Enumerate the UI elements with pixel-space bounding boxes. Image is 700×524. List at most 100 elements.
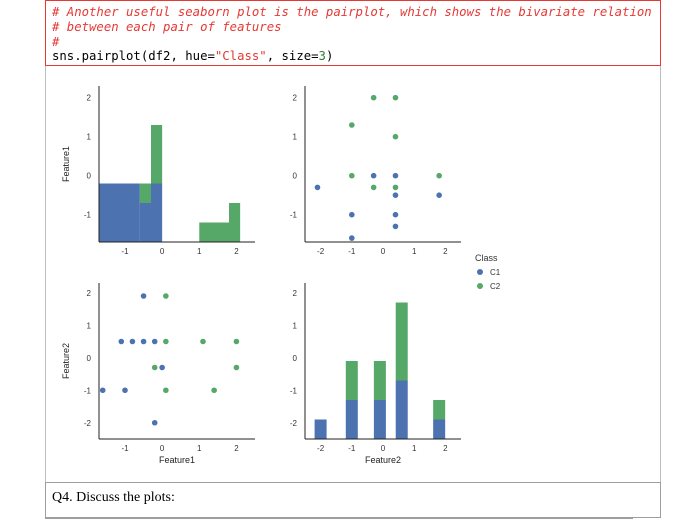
- legend-marker-c1: [477, 269, 483, 275]
- scatter-f1-f2-point: [159, 364, 165, 371]
- scatter-f1-f2-point: [211, 387, 217, 394]
- feature2-hist-ytick-label: -2: [290, 419, 298, 428]
- hist-feature2-bar-c1: [433, 419, 446, 439]
- hist-feature2-bar-c1: [373, 400, 386, 439]
- scatter-f2-f1-ytick-label: 0: [293, 172, 298, 181]
- scatter-f1-f2-point: [118, 338, 125, 345]
- hist-feature1-bar-c2: [229, 203, 241, 242]
- scatter-f1-f2-ytick-label: 2: [87, 289, 92, 298]
- code-comment-line-3: #: [52, 35, 60, 49]
- feature2-hist-xtick-label: -2: [317, 444, 325, 453]
- question-cell[interactable]: Q4. Discuss the plots:: [45, 482, 661, 518]
- hist-feature2-bar-c2: [433, 400, 446, 420]
- scatter-f2-f1-ytick-label: -1: [290, 211, 298, 220]
- scatter-f1-f2-point: [200, 338, 206, 345]
- hist-feature2-bar-c1: [395, 380, 408, 439]
- scatter-f1-f2-point: [163, 338, 169, 345]
- code-comment-line-1: # Another useful seaborn plot is the pai…: [52, 5, 652, 19]
- xlabel-feature2: Feature2: [365, 455, 401, 465]
- hist-feature1-bar-c2: [199, 222, 229, 242]
- bottom-divider: [45, 518, 633, 519]
- scatter-f2-f1-point: [349, 235, 355, 241]
- question-text: Q4. Discuss the plots:: [52, 490, 175, 505]
- hist-feature2-bar-c1: [345, 400, 358, 439]
- scatter-f1-f2-ytick-label: -2: [84, 419, 92, 428]
- feature2-hist-xtick-label: -1: [348, 444, 356, 453]
- feature2-hist-ytick-label: -1: [290, 386, 298, 395]
- scatter-f2-f1-point: [392, 192, 399, 198]
- code-mid: , size=: [266, 49, 319, 63]
- scatter-f2-f1-point: [349, 211, 355, 218]
- scatter-f1-f2-xtick-label: 0: [160, 444, 165, 453]
- scatter-f2-f1-point: [314, 184, 321, 191]
- ylabel-feature1: Feature1: [61, 146, 71, 182]
- xlabel-feature1: Feature1: [159, 455, 195, 465]
- scatter-f1-f2-point: [233, 338, 240, 345]
- scatter-f1-f2-ytick-label: 1: [87, 321, 92, 330]
- scatter-f1-f2-point: [151, 338, 158, 345]
- scatter-f1-f2-point: [163, 293, 169, 299]
- feature2-hist-xtick-label: 2: [443, 444, 448, 453]
- scatter-f2-f1-point: [370, 172, 377, 179]
- scatter-f1-f2-point: [140, 293, 147, 299]
- scatter-f2-f1-point: [436, 192, 442, 198]
- code-statement: sns.pairplot(df2, hue="Class", size=3): [52, 49, 333, 63]
- scatter-f2-f1-ytick-label: 2: [293, 94, 298, 103]
- ylabel-feature2: Feature2: [61, 343, 71, 379]
- legend-label-c1: C1: [490, 268, 501, 277]
- legend-title: Class: [475, 253, 498, 263]
- code-prefix: sns.pairplot(df2, hue=: [52, 49, 215, 63]
- code-number: 3: [318, 49, 326, 63]
- scatter-f2-f1-point: [392, 223, 399, 230]
- scatter-f2-f1-ytick-label: 1: [293, 133, 298, 142]
- scatter-f1-f2-point: [233, 364, 240, 371]
- scatter-f1-f2-xtick-label: 2: [234, 444, 239, 453]
- scatter-f1-f2-ytick-label: 0: [87, 354, 92, 363]
- legend-label-c2: C2: [490, 282, 501, 291]
- feature1-hist-xtick-label: -1: [121, 247, 129, 256]
- code-cell[interactable]: # Another useful seaborn plot is the pai…: [45, 0, 661, 66]
- scatter-f2-f1-point: [392, 211, 399, 218]
- code-comment-line-2: # between each pair of features: [52, 20, 282, 34]
- scatter-f2-f1-point: [349, 172, 355, 179]
- feature1-hist-xtick-label: 0: [160, 247, 165, 256]
- scatter-f2-f1-point: [392, 133, 399, 140]
- feature2-hist-ytick-label: 1: [293, 321, 298, 330]
- feature1-hist-ytick-label: 2: [87, 94, 92, 103]
- feature2-hist-xtick-label: 0: [381, 444, 386, 453]
- scatter-f1-f2-point: [129, 338, 136, 345]
- scatter-f2-f1-xtick-label: -2: [317, 247, 325, 256]
- hist-feature2-bar-c2: [373, 361, 386, 400]
- feature1-hist-ytick-label: -1: [84, 211, 92, 220]
- scatter-f1-f2-point: [163, 387, 169, 394]
- scatter-f2-f1-xtick-label: 1: [412, 247, 417, 256]
- legend-marker-c2: [477, 283, 483, 289]
- pairplot-figure: -1 0 1 2 -1 0 1 2 -2 -1 0 1 2 -2 -1 0 1 2 -1 0 1 2 -2 -1 0 1 2 -1 0 1…: [61, 86, 501, 465]
- hist-feature1-bar-c1: [99, 183, 140, 242]
- hist-feature1-bar-c2: [151, 125, 163, 184]
- scatter-f1-f2-point: [122, 387, 128, 394]
- hist-feature1-bar-c2: [139, 183, 151, 203]
- scatter-f2-f1-point: [436, 172, 442, 179]
- scatter-f1-f2-point: [140, 338, 147, 345]
- scatter-f1-f2-point: [151, 364, 158, 371]
- scatter-f1-f2-xtick-label: -1: [121, 444, 129, 453]
- code-string: "Class": [214, 49, 267, 63]
- output-cell: -1 0 1 2 -1 0 1 2 -2 -1 0 1 2 -2 -1 0 1 2 -1 0 1 2 -2 -1 0 1 2 -1 0 1…: [45, 66, 661, 482]
- feature2-hist-ytick-label: 0: [293, 354, 298, 363]
- feature1-hist-ytick-label: 1: [87, 133, 92, 142]
- scatter-f1-f2-point: [151, 419, 158, 426]
- feature2-hist-ytick-label: 2: [293, 289, 298, 298]
- hist-feature2-bar-c2: [395, 302, 408, 381]
- feature1-hist-ytick-label: 0: [87, 172, 92, 181]
- scatter-f2-f1-xtick-label: -1: [348, 247, 356, 256]
- feature1-hist-xtick-label: 2: [234, 247, 239, 256]
- scatter-f1-f2-point: [99, 387, 106, 394]
- hist-feature1-bar-c1: [151, 183, 163, 242]
- feature1-hist-xtick-label: 1: [197, 247, 202, 256]
- scatter-f2-f1-point: [370, 94, 377, 101]
- scatter-f2-f1-xtick-label: 2: [443, 247, 448, 256]
- scatter-f2-f1-point: [392, 172, 399, 179]
- scatter-f2-f1-point: [392, 94, 399, 101]
- hist-feature2-bar-c1: [314, 419, 327, 439]
